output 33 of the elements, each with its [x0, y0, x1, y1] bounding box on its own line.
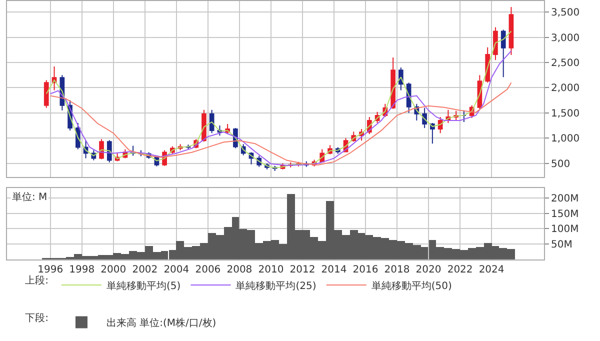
- x-tick-label: 1998: [69, 264, 95, 276]
- y-tick-label: 500: [551, 158, 570, 170]
- x-tick-label: 2016: [352, 264, 378, 276]
- x-tick-label: 2020: [416, 264, 442, 276]
- y-tick-label: 50M: [551, 239, 572, 250]
- legend-label: 出来高 単位:(M株/口/枚): [106, 317, 216, 330]
- y-tick-label: 3,000: [551, 32, 580, 44]
- x-tick-label: 2002: [132, 264, 158, 276]
- legend-label: 単純移動平均(5): [106, 280, 181, 292]
- y-tick-label: 200M: [551, 193, 579, 204]
- x-tick-label: 2004: [164, 264, 190, 276]
- y-tick-label: 1,000: [551, 134, 580, 145]
- x-tick-label: 2014: [321, 264, 347, 276]
- x-tick-label: 2006: [195, 264, 221, 276]
- y-tick-label: 1,500: [551, 108, 580, 120]
- x-tick-label: 2024: [478, 264, 504, 276]
- x-tick-label: 2010: [258, 264, 284, 276]
- x-tick-label: 2008: [226, 264, 252, 276]
- x-tick-label: 2018: [384, 264, 410, 276]
- y-tick-label: 100M: [551, 224, 579, 236]
- legend-label: 単純移動平均(50): [371, 280, 452, 292]
- legend-title: 下段:: [25, 312, 48, 324]
- y-tick-label: 2,000: [551, 83, 580, 94]
- y-tick-label: 3,500: [551, 8, 580, 19]
- legend-label: 単純移動平均(25): [236, 280, 316, 292]
- x-tick-label: 2000: [100, 264, 126, 276]
- y-tick-label: 150M: [551, 208, 579, 220]
- legend-title: 上段:: [25, 274, 48, 287]
- x-tick-label: 1996: [38, 264, 64, 276]
- annotation: 単位: M: [12, 191, 48, 203]
- y-tick-label: 2,500: [551, 58, 580, 69]
- x-tick-label: 2012: [290, 264, 316, 276]
- x-tick-label: 2022: [447, 264, 473, 276]
